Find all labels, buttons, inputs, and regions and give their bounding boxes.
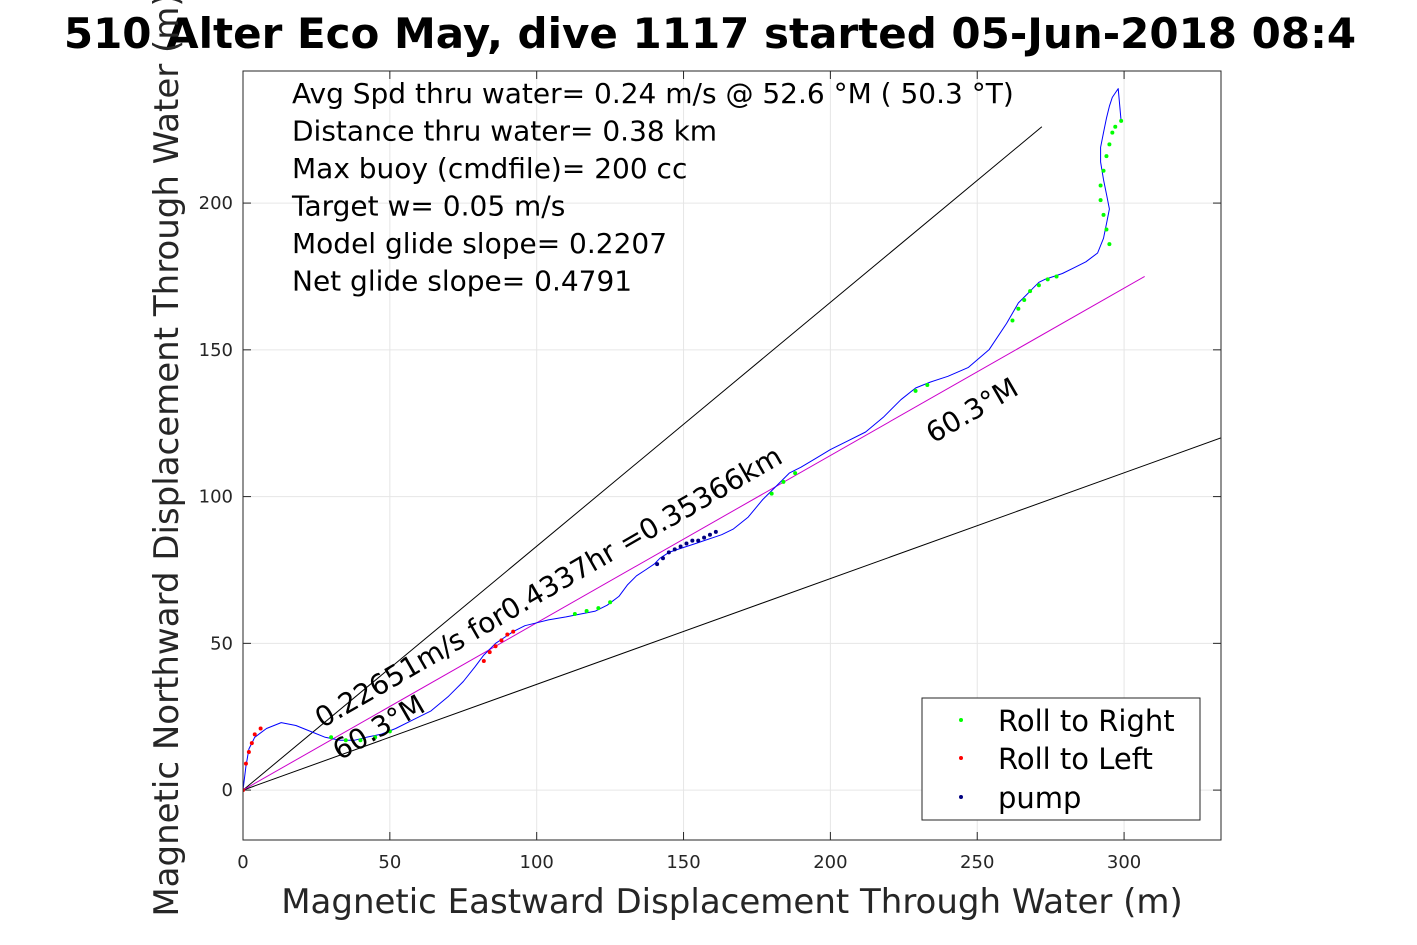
- pump-point: [713, 529, 718, 534]
- track-line: [243, 88, 1122, 791]
- plot-frame: [242, 70, 1222, 841]
- roll-to-right-point: [1045, 277, 1050, 282]
- roll-to-right-point: [1022, 297, 1027, 302]
- stat-line: Model glide slope= 0.2207: [292, 227, 667, 260]
- roll-to-right-point: [387, 729, 392, 734]
- glide-lower-line: [243, 437, 1221, 791]
- x-tick-label: 100: [520, 852, 554, 873]
- roll-to-right-point: [343, 738, 348, 743]
- pump-point: [672, 547, 677, 552]
- legend-label-roll-right: Roll to Right: [998, 704, 1175, 738]
- pump-point: [690, 538, 695, 543]
- roll-to-left-point: [505, 632, 510, 637]
- roll-to-right-point: [1101, 212, 1106, 217]
- roll-to-left-point: [249, 741, 254, 746]
- roll-to-right-point: [584, 609, 589, 614]
- legend-marker-roll-left: [959, 756, 963, 760]
- roll-to-right-point: [913, 388, 918, 393]
- roll-to-left-point: [493, 644, 498, 649]
- y-tick-label: 150: [199, 340, 233, 361]
- y-tick-label: 50: [210, 633, 233, 654]
- stat-line: Avg Spd thru water= 0.24 m/s @ 52.6 °M (…: [292, 77, 1014, 110]
- y-tick-label: 0: [222, 780, 233, 801]
- stat-line: Target w= 0.05 m/s: [291, 190, 565, 223]
- roll-to-left-point: [252, 732, 257, 737]
- roll-to-right-point: [1104, 154, 1109, 159]
- x-tick-label: 0: [237, 852, 248, 873]
- pump-point: [678, 544, 683, 549]
- pump-point: [696, 538, 701, 543]
- roll-to-right-point: [1098, 183, 1103, 188]
- roll-to-right-point: [793, 471, 798, 476]
- heading-line-line: [243, 276, 1145, 791]
- legend-label-roll-left: Roll to Left: [998, 742, 1153, 776]
- roll-to-right-point: [572, 611, 577, 616]
- stat-line: Distance thru water= 0.38 km: [292, 115, 717, 148]
- roll-to-right-point: [1101, 168, 1106, 173]
- roll-to-right-point: [1028, 289, 1033, 294]
- legend-box: [921, 697, 1201, 821]
- y-tick-label: 200: [199, 193, 233, 214]
- roll-to-left-point: [246, 749, 251, 754]
- roll-to-right-point: [358, 738, 363, 743]
- x-tick-label: 200: [813, 852, 847, 873]
- x-tick-label: 50: [378, 852, 401, 873]
- roll-to-right-point: [596, 606, 601, 611]
- reference-lines: [243, 126, 1221, 791]
- pump-point: [684, 541, 689, 546]
- pump-point: [702, 535, 707, 540]
- roll-to-left-point: [511, 629, 516, 634]
- stats-block: Avg Spd thru water= 0.24 m/s @ 52.6 °M (…: [291, 77, 1014, 298]
- legend-label-pump: pump: [998, 781, 1081, 815]
- roll-to-right-point: [373, 735, 378, 740]
- x-tick-label: 150: [666, 852, 700, 873]
- legend-marker-roll-right: [959, 718, 963, 722]
- roll-to-right-point: [1107, 142, 1112, 147]
- pump-point: [655, 562, 660, 567]
- roll-to-right-point: [1016, 306, 1021, 311]
- roll-to-left-point: [487, 650, 492, 655]
- roll-to-right-point: [1104, 227, 1109, 232]
- legend-marker-pump: [959, 795, 963, 799]
- chart-title: 510 Alter Eco May, dive 1117 started 05-…: [64, 9, 1356, 58]
- roll-to-left-point: [258, 726, 263, 731]
- roll-to-right-point: [925, 383, 930, 388]
- roll-to-right-point: [1098, 198, 1103, 203]
- y-axis-label: Magnetic Northward Displacement Through …: [147, 0, 187, 917]
- ticks: 0 50 100 150 200 250 300 0 50 100 150 200: [199, 71, 1221, 873]
- roll-to-right-point: [1010, 318, 1015, 323]
- roll-to-right-point: [1107, 242, 1112, 247]
- pump-point: [660, 556, 665, 561]
- roll-to-right-point: [781, 479, 786, 484]
- roll-to-left-point: [243, 761, 248, 766]
- roll-to-left-point: [499, 638, 504, 643]
- stat-line: Net glide slope= 0.4791: [292, 265, 632, 298]
- roll-to-right-point: [329, 735, 334, 740]
- roll-to-right-point: [1036, 283, 1041, 288]
- series-layer: [243, 88, 1124, 793]
- roll-to-right-point: [1110, 130, 1115, 135]
- glide-upper-line: [243, 126, 1043, 791]
- x-tick-label: 300: [1107, 852, 1141, 873]
- x-tick-label: 250: [960, 852, 994, 873]
- roll-to-right-point: [1119, 118, 1124, 123]
- x-axis-label: Magnetic Eastward Displacement Through W…: [281, 882, 1183, 922]
- roll-to-right-point: [1054, 274, 1059, 279]
- legend: Roll to Right Roll to Left pump: [921, 697, 1201, 821]
- roll-to-right-point: [608, 600, 613, 605]
- stat-line: Max buoy (cmdfile)= 200 cc: [292, 152, 687, 185]
- pump-point: [707, 532, 712, 537]
- roll-to-left-point: [481, 658, 486, 663]
- roll-to-right-point: [1113, 124, 1118, 129]
- y-tick-label: 100: [199, 487, 233, 508]
- pump-point: [666, 550, 671, 555]
- roll-to-right-point: [769, 491, 774, 496]
